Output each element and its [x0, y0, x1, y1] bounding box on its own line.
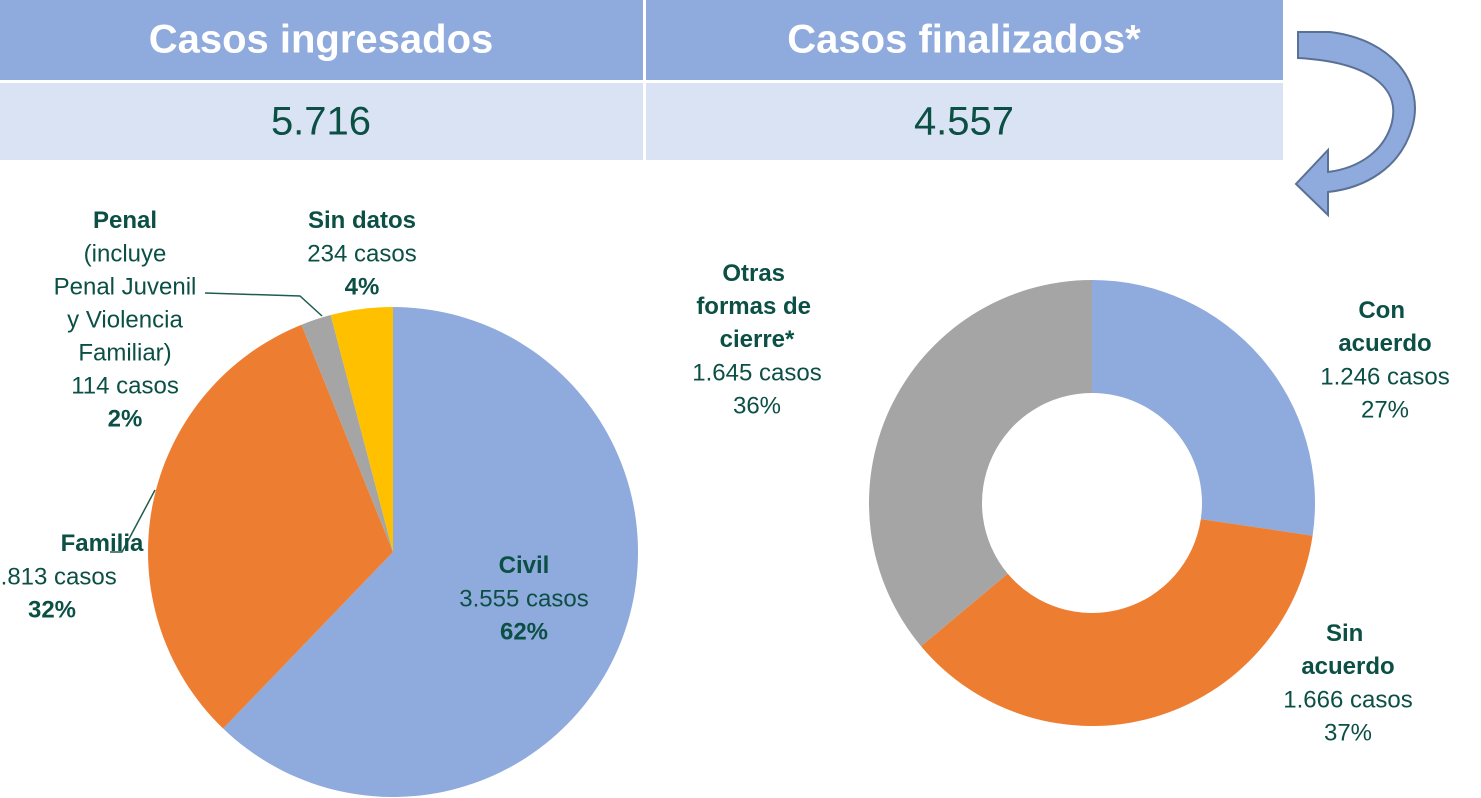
percent-label: 37% — [1324, 719, 1372, 746]
percent-label: 32% — [28, 596, 76, 623]
category-note: Penal Juvenil — [54, 273, 197, 300]
category-label: Sin datos — [308, 207, 416, 234]
category-note: y Violencia — [67, 306, 183, 333]
value-label: 3.555 casos — [459, 585, 588, 612]
pie-slice — [330, 307, 393, 552]
leader-line — [204, 292, 323, 317]
value-label: 1.246 casos — [1320, 363, 1449, 390]
category-label: Con acuerdo — [1338, 297, 1431, 357]
category-label: Otras formas de cierre* — [696, 260, 817, 353]
percent-label: 62% — [500, 618, 548, 645]
percent-label: 27% — [1361, 396, 1409, 423]
value-label: 114 casos — [71, 372, 179, 399]
pie-slice — [223, 307, 639, 797]
category-label: Penal — [93, 207, 157, 234]
value-cell — [646, 83, 1283, 160]
header-title: Casos finalizados* — [787, 18, 1141, 62]
donut-segment — [869, 280, 1092, 647]
header-title: Casos ingresados — [149, 18, 494, 62]
percent-label: 36% — [733, 392, 781, 419]
category-label: Sin acuerdo — [1301, 620, 1394, 680]
header-cell — [646, 0, 1283, 80]
value-label: 1.666 casos — [1283, 686, 1412, 713]
donut-segment — [921, 519, 1313, 727]
header-cell — [0, 0, 643, 80]
donut-segment — [1092, 280, 1315, 536]
category-label: Familia — [61, 530, 144, 557]
value-cell — [0, 83, 643, 160]
category-note: (incluye — [84, 240, 167, 267]
pie-slice — [301, 315, 393, 552]
value-label: 1.813 casos — [0, 563, 117, 590]
category-label: Civil — [499, 552, 550, 579]
value-label: 1.645 casos — [692, 359, 821, 386]
value-label: 234 casos — [307, 240, 416, 267]
percent-label: 2% — [108, 405, 143, 432]
percent-label: 4% — [345, 273, 380, 300]
pie-slice — [148, 324, 393, 729]
header-value: 5.716 — [271, 100, 371, 144]
header-value: 4.557 — [914, 100, 1014, 144]
category-note: Familiar) — [78, 339, 171, 366]
curved-arrow — [1294, 31, 1416, 218]
leader-line — [110, 489, 156, 553]
